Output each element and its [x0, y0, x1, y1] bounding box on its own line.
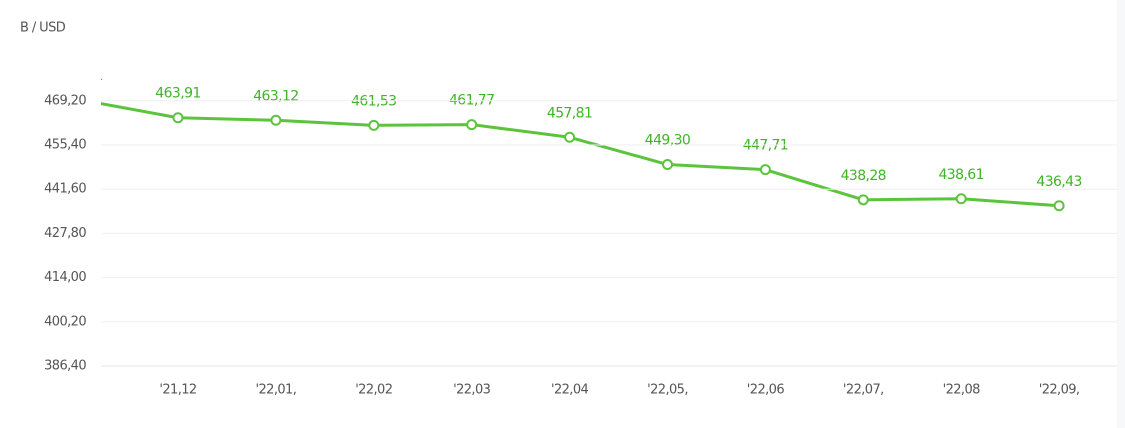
y-tick-label: 400,20: [44, 314, 86, 329]
value-label: 447,71: [743, 138, 788, 154]
y-tick-label: 386,40: [44, 359, 86, 374]
value-label: 449,30: [645, 133, 690, 149]
x-tick-label: '22,05,: [647, 383, 688, 398]
y-axis-label: B / USD: [20, 21, 66, 36]
x-tick-label: '21,12: [159, 383, 196, 398]
x-tick-label: '22,08: [943, 383, 981, 398]
point: [172, 112, 184, 124]
x-tick-label: '22,02: [355, 383, 392, 398]
value-label: 438,28: [841, 168, 886, 184]
point: [955, 193, 967, 205]
x-tick-label: '22,03: [453, 383, 491, 398]
y-tick-label: 414,00: [44, 270, 86, 285]
value-label: 469,51: [57, 68, 102, 84]
y-tick-label: 469,20: [44, 93, 86, 108]
y-tick-label: 427,80: [44, 226, 86, 241]
y-tick-label: 455,40: [44, 137, 86, 152]
point: [857, 194, 869, 206]
point: [564, 131, 576, 143]
value-label: 461,53: [351, 93, 396, 109]
value-label: 463,91: [155, 86, 200, 102]
value-label: 438,61: [939, 167, 984, 183]
point: [270, 114, 282, 126]
point: [466, 119, 478, 131]
x-tick-label: '22,04: [551, 383, 589, 398]
x-tick-label: '22,06: [747, 383, 785, 398]
point: [759, 164, 771, 176]
point: [368, 119, 380, 131]
x-tick-label: '22,07,: [843, 383, 884, 398]
plot: '21,11,'21,12'22,01,'22,02'22,03'22,04'2…: [57, 68, 1082, 398]
point: [662, 159, 673, 171]
plot-area: [101, 14, 1117, 366]
value-label: 436,43: [1036, 174, 1081, 190]
y-tick-label: 441,60: [44, 182, 86, 197]
x-tick-label: '22,09,: [1039, 383, 1080, 398]
point: [1053, 200, 1065, 212]
value-label: 457,81: [547, 105, 592, 121]
x-tick-label: '22,01,: [256, 383, 297, 398]
value-label: 463,12: [253, 88, 298, 104]
